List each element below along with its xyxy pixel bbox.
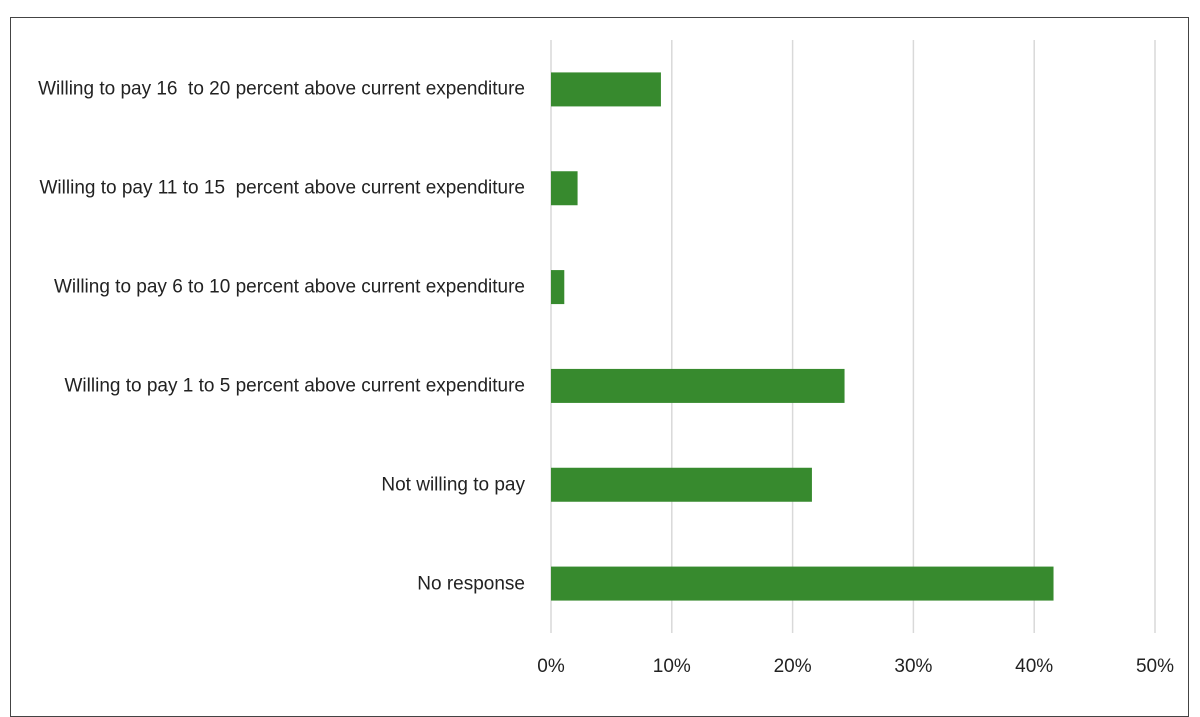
y-tick-label: Willing to pay 16 to 20 percent above cu… — [38, 76, 525, 103]
bar — [551, 270, 565, 305]
bar — [551, 368, 845, 403]
y-tick-label: Willing to pay 6 to 10 percent above cur… — [54, 274, 525, 301]
bar — [551, 467, 812, 502]
x-tick-label-text: 40% — [1015, 656, 1054, 677]
y-tick-label-text: Willing to pay 1 to 5 percent above curr… — [64, 375, 526, 397]
y-tick-label: Willing to pay 11 to 15 percent above cu… — [40, 175, 526, 202]
page: (() => { const data = JSON.parse(documen… — [10, 17, 1189, 717]
bar — [551, 72, 661, 107]
y-tick-label-text: Not willing to pay — [381, 474, 525, 496]
y-tick-label-text: No response — [417, 573, 525, 595]
x-tick-label-text: 50% — [1135, 656, 1175, 677]
x-tick-label: 50% — [1136, 656, 1174, 678]
bar — [551, 171, 578, 206]
x-tick-label: 40% — [1015, 656, 1053, 678]
x-tick-label: 0% — [537, 656, 564, 678]
y-tick-label-text: Willing to pay 16 to 20 percent above cu… — [38, 78, 525, 100]
y-tick-label: Not willing to pay — [381, 471, 525, 498]
x-tick-label-text: 30% — [894, 656, 933, 677]
bar — [551, 566, 1054, 601]
chart — [550, 40, 1156, 633]
x-tick-label-text: 10% — [652, 656, 691, 677]
y-tick-label: Willing to pay 1 to 5 percent above curr… — [65, 372, 526, 399]
y-tick-label-text: Willing to pay 11 to 15 percent above cu… — [39, 177, 526, 199]
y-tick-label-text: Willing to pay 6 to 10 percent above cur… — [53, 276, 525, 298]
x-tick-label-text: 0% — [537, 656, 565, 677]
x-tick-label-text: 20% — [773, 656, 812, 677]
x-tick-label: 10% — [653, 656, 691, 678]
x-tick-label: 20% — [774, 656, 812, 678]
x-tick-label: 30% — [894, 656, 932, 678]
y-tick-label: No response — [417, 570, 525, 597]
